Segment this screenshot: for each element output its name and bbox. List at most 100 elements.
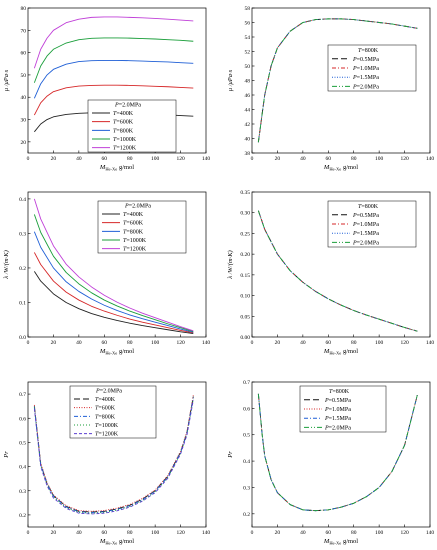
y-tick-label: 0.6	[243, 406, 250, 412]
y-tick-label: 42	[245, 122, 251, 128]
legend-entry: P=1.5MPa	[324, 416, 351, 422]
y-tick-label: 60	[21, 51, 27, 57]
legend-entry: T=600K	[95, 406, 116, 412]
legend-title: P=2.0MPa	[114, 103, 141, 109]
x-axis-label: MHe-Xe g/mol	[323, 348, 358, 356]
legend-entry: P=1.0MPa	[352, 222, 379, 228]
legend-title: P=2.0MPa	[124, 204, 151, 210]
y-tick-label: 0.2	[19, 513, 26, 519]
legend-entry: P=2.0MPa	[352, 84, 379, 90]
y-tick-label: 0.00	[240, 335, 250, 341]
legend-d: T=800K P=0.5MPa P=1.0MPa P=1.5MPa P=2.0MPa	[327, 200, 417, 248]
legend-entry: T=1200K	[95, 432, 119, 438]
y-tick-label: 70	[21, 28, 27, 34]
legend-entry: T=600K	[113, 120, 134, 126]
legend-entry: T=600K	[123, 221, 144, 227]
y-tick-label: 0.15	[240, 273, 250, 279]
x-axis-label: MHe-Xe g/mol	[99, 538, 134, 546]
y-axis-label: Pr	[3, 451, 10, 459]
legend-box	[87, 99, 177, 153]
chart-panel-a: 0 20 40 60 80 100 120 140 20 30 40 50 60 70 80 MHe-Xe g…	[3, 6, 210, 172]
x-tick-label: 140	[202, 340, 211, 346]
legend-entry: T=400K	[113, 111, 134, 117]
y-tick-label: 40	[245, 137, 251, 143]
plot-frame	[251, 381, 431, 528]
legend-entry: P=0.5MPa	[324, 398, 351, 404]
legend-e: P=2.0MPa T=400K T=600K T=800K T=1000K T=1200K	[69, 385, 157, 439]
series-line-c-4	[33, 198, 194, 332]
series-line-c-0	[33, 271, 194, 334]
y-tick-label: 0.5	[243, 433, 250, 439]
plot-frame	[27, 381, 207, 528]
legend-f: T=800K P=0.5MPa P=1.0MPa P=1.5MPa P=2.0MPa	[299, 385, 387, 433]
x-tick-label: 40	[300, 530, 306, 536]
legend-entry: T=800K	[95, 414, 116, 420]
x-tick-label: 140	[426, 340, 435, 346]
x-tick-label: 100	[375, 530, 384, 536]
series-line-e-4	[33, 400, 194, 515]
x-tick-label: 80	[127, 156, 133, 162]
x-tick-label: 40	[300, 340, 306, 346]
y-tick-label: 0.6	[19, 416, 26, 422]
chart-panel-f: 0 20 40 60 80 100 120 140 0.2 0.3 0.4 0.5 0.6 0.7 MHe-…	[227, 380, 434, 546]
y-tick-label: 20	[21, 140, 27, 146]
x-tick-label: 140	[426, 156, 435, 162]
y-tick-label: 0.7	[19, 392, 26, 398]
legend-entry: T=1000K	[123, 238, 147, 244]
y-tick-label: 54	[245, 35, 251, 41]
legend-title: T=800K	[358, 204, 379, 210]
x-tick-label: 120	[176, 156, 185, 162]
x-tick-label: 20	[51, 530, 57, 536]
plot-frame	[27, 7, 207, 154]
legend-entry: T=400K	[123, 212, 144, 218]
x-tick-label: 40	[76, 530, 82, 536]
y-tick-label: 0.10	[240, 294, 250, 300]
legend-entry: P=1.5MPa	[352, 231, 379, 237]
y-tick-label: 0.4	[19, 197, 26, 203]
x-tick-label: 140	[426, 530, 435, 536]
x-tick-label: 20	[51, 340, 57, 346]
chart-panel-c: 0 20 40 60 80 100 120 140 0.0 0.1 0.2 0.3 0.4 MHe-Xe …	[3, 191, 211, 356]
y-tick-label: 40	[21, 95, 27, 101]
x-tick-label: 60	[326, 156, 332, 162]
legend-title: T=800K	[329, 389, 350, 395]
legend-entry: P=1.0MPa	[352, 66, 379, 72]
series-line-a-3	[33, 37, 194, 83]
y-tick-label: 52	[245, 50, 251, 56]
x-tick-label: 100	[375, 340, 384, 346]
y-tick-label: 58	[245, 6, 251, 12]
series-line-c-3	[33, 214, 194, 332]
legend-entry: T=1200K	[113, 146, 137, 152]
legend-a: P=2.0MPa T=400K T=600K T=800K T=1000K T=1200K	[87, 99, 177, 153]
x-tick-label: 120	[400, 340, 409, 346]
y-axis-label: μ /μPa·s	[3, 69, 10, 91]
x-axis-label: MHe-Xe g/mol	[323, 164, 358, 172]
x-axis-label: MHe-Xe g/mol	[99, 164, 134, 172]
y-tick-label: 80	[21, 6, 27, 12]
x-tick-label: 80	[127, 340, 133, 346]
x-tick-label: 20	[275, 156, 281, 162]
legend-entry: T=1000K	[113, 137, 137, 143]
legend-entry: P=2.0MPa	[324, 425, 351, 431]
series-line-a-1	[33, 84, 194, 116]
x-tick-label: 0	[251, 530, 254, 536]
x-tick-label: 0	[27, 156, 30, 162]
x-tick-label: 120	[400, 530, 409, 536]
x-tick-label: 80	[351, 340, 357, 346]
x-tick-label: 100	[151, 156, 160, 162]
x-tick-label: 0	[27, 530, 30, 536]
x-tick-label: 40	[76, 340, 82, 346]
x-tick-label: 100	[151, 530, 160, 536]
x-tick-label: 20	[51, 156, 57, 162]
y-tick-label: 0.7	[243, 380, 250, 386]
x-tick-label: 40	[76, 156, 82, 162]
y-axis-label: Pr	[227, 451, 234, 459]
series-line-d-3	[257, 210, 418, 332]
x-tick-label: 100	[375, 156, 384, 162]
legend-c: P=2.0MPa T=400K T=600K T=800K T=1000K T=1200K	[97, 200, 187, 254]
y-tick-label: 0.20	[240, 252, 250, 258]
y-tick-label: 0.1	[19, 300, 26, 306]
y-axis-label: λ /W/(m·K)	[3, 250, 10, 279]
plot-frame	[27, 191, 207, 338]
